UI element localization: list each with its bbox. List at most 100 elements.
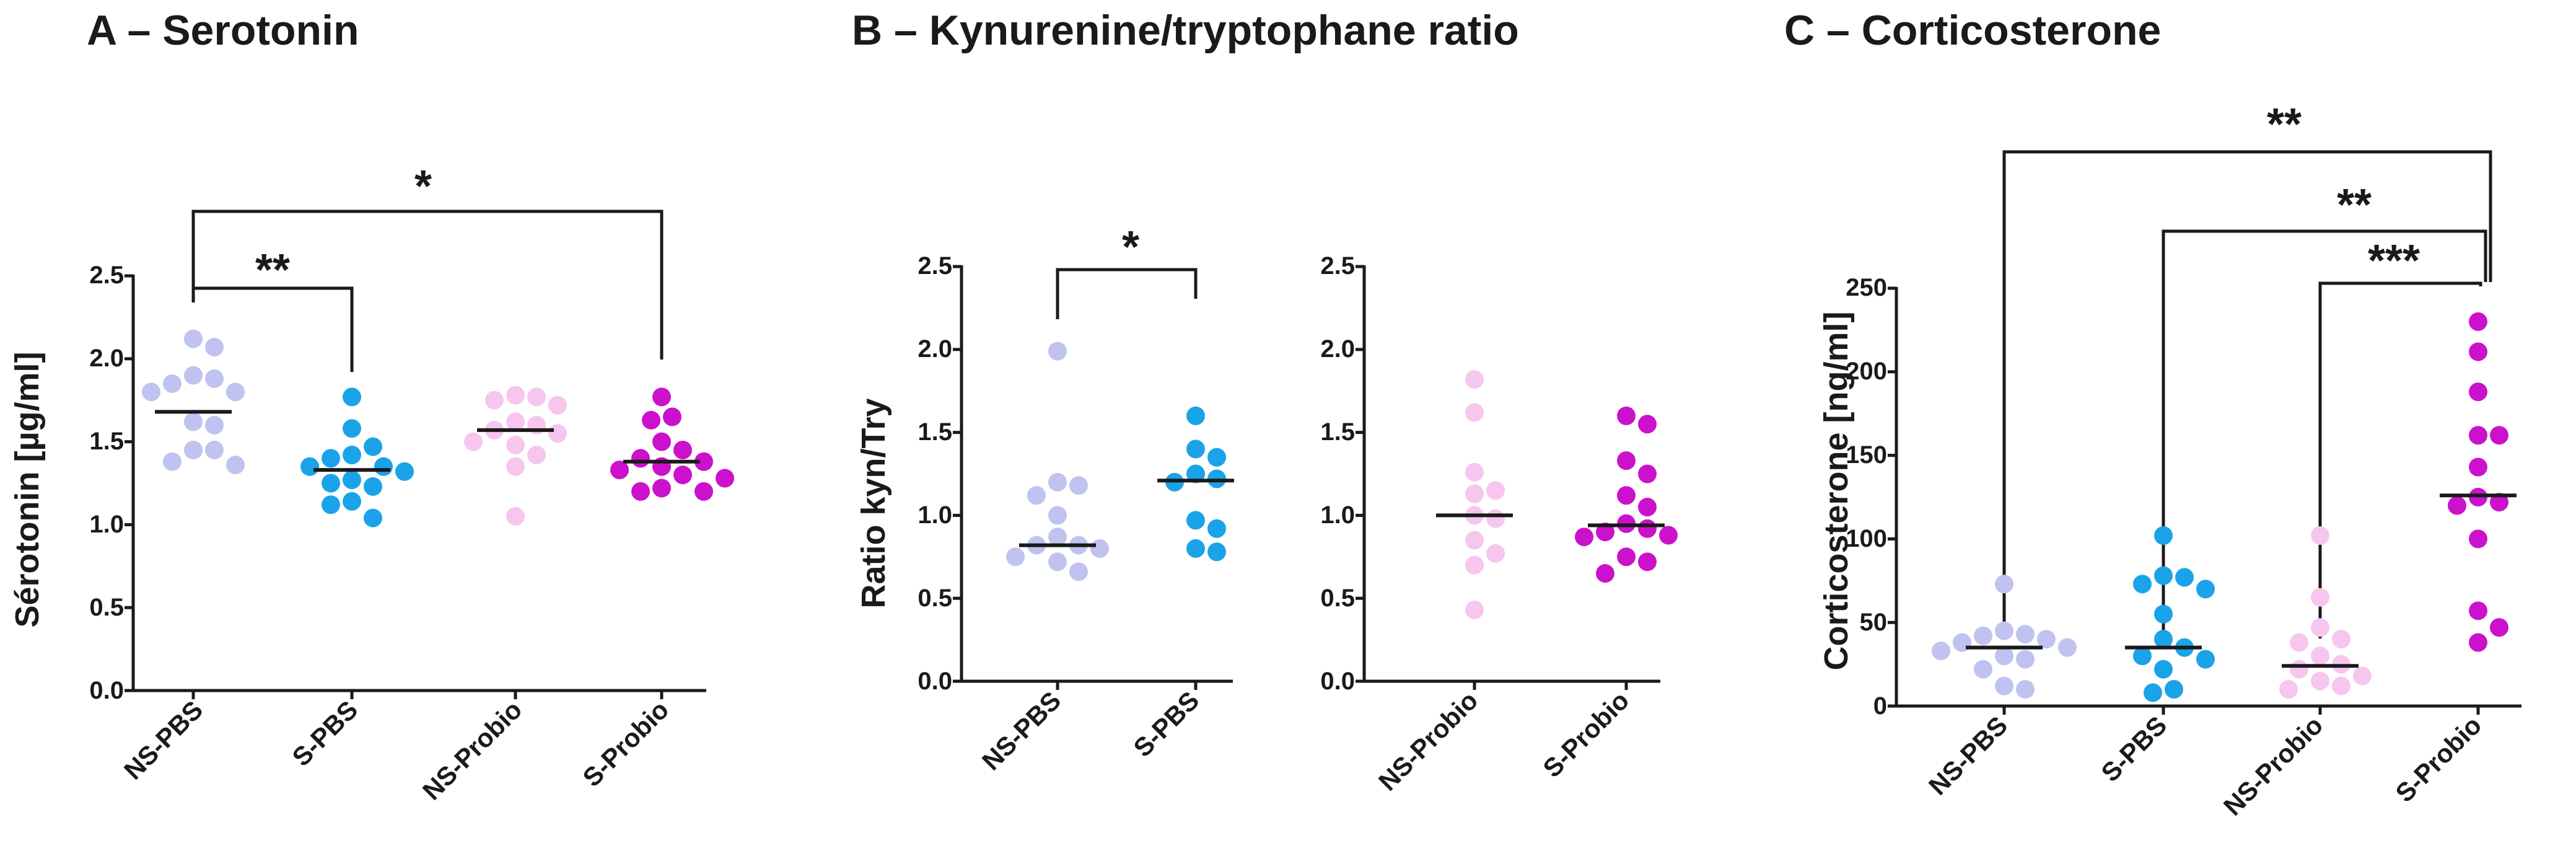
panel-a-point-ns-pbs [205,440,224,459]
panel-c-point-s-probio [2469,312,2487,331]
panel-b-category-label: S-PBS [1128,686,1204,762]
panel-a-point-s-pbs [343,446,361,465]
panel-a-significance-bracket [191,210,664,360]
panel-c-point-s-pbs [2144,683,2162,702]
panel-a-point-s-pbs [322,474,340,493]
panel-b-point-s-pbs [1186,439,1205,459]
panel-b2-point-s-probio [1659,526,1678,545]
panel-a-point-ns-pbs [163,374,182,393]
panel-c-point-s-probio [2469,426,2487,445]
panel-a-point-s-pbs [343,470,361,490]
panel-c-ytick: 250 [1846,274,1887,301]
panel-c-point-ns-pbs [1974,660,1992,679]
panel-c-point-ns-pbs [1932,642,1950,661]
panel-b2-point-s-probio [1638,552,1657,572]
panel-b2-point-ns-probio [1465,484,1484,503]
panel-b-point-ns-pbs [1090,539,1109,558]
panel-b2-point-s-probio [1596,564,1614,583]
panel-b-point-ns-pbs [1048,342,1067,361]
panel-a-category-label: S-Probio [577,695,674,792]
panel-a-point-ns-probio [506,457,525,476]
panel-c-point-ns-probio [2279,680,2298,699]
panel-b-point-ns-pbs [1027,486,1046,505]
panel-c-point-ns-probio [2311,588,2329,607]
panel-b-category-label: NS-PBS [976,686,1066,775]
panel-a-category-label: S-PBS [286,695,363,772]
panel-b-category-label: S-Probio [1537,686,1634,783]
panel-a-point-ns-probio [464,432,483,451]
panel-c-point-s-pbs [2175,568,2194,587]
panel-b2-ytick: 1.0 [1320,501,1355,529]
panel-b2-point-s-probio [1617,486,1636,505]
panel-c-point-ns-probio [2290,633,2308,652]
panel-c-point-ns-probio [2311,526,2329,545]
panel-c-point-ns-pbs [2016,625,2035,644]
panel-c-significance-bracket [2002,150,2492,637]
panel-a-point-s-probio [631,482,650,501]
panel-a-point-s-pbs [364,477,382,496]
panel-b2-point-s-probio [1638,464,1657,483]
panel-c-point-s-pbs [2154,526,2173,545]
panel-b2-ytick: 0.5 [1320,585,1355,612]
panel-b2-point-ns-probio [1465,369,1484,389]
panel-c-point-ns-pbs [2016,650,2035,669]
panel-c-point-ns-probio [2311,647,2329,666]
panel-b2-point-ns-probio [1465,600,1484,619]
panel-a-significance-label: * [414,162,432,211]
panel-b-point-ns-pbs [1048,472,1067,492]
panel-c-point-ns-pbs [1995,647,2013,666]
panel-b2-point-s-probio [1638,415,1657,434]
panel-a-point-s-pbs [322,495,340,514]
panel-a-point-ns-probio [548,424,567,443]
panel-b-point-s-pbs [1207,542,1226,562]
panel-c-ytick: 150 [1846,441,1887,469]
panel-c-point-ns-probio [2332,630,2350,649]
panel-a-point-ns-probio [506,412,525,431]
panel-b2-ytick: 0.0 [1320,668,1355,695]
panel-c-point-s-probio [2469,342,2487,361]
panel-c-point-ns-probio [2332,676,2350,695]
panel-a-point-s-probio [652,432,671,451]
panel-c-point-s-pbs [2154,604,2173,624]
panel-a-point-ns-probio [527,446,546,465]
panel-a-point-ns-probio [506,435,525,454]
panel-c-point-ns-pbs [2058,638,2077,657]
panel-a-point-s-probio [652,387,671,407]
panel-c-point-s-probio [2490,493,2508,512]
panel-b2-ytick: 2.5 [1320,252,1355,280]
panel-a-ytick: 0.0 [89,677,124,704]
panel-c-category-label: S-PBS [2095,710,2172,787]
panel-b-point-ns-pbs [1048,506,1067,525]
panel-c-ylabel: Corticosterone [ng/ml] [1818,311,1855,670]
panel-a-point-ns-probio [548,395,567,415]
panel-b2-point-s-probio [1617,406,1636,425]
panel-b-point-ns-pbs [1006,547,1025,567]
panel-b2-point-s-probio [1617,547,1636,567]
panel-a-category-label: NS-Probio [417,695,527,805]
panel-c-significance-bracket [2318,281,2482,638]
panel-c-point-s-probio [2469,529,2487,549]
panel-a-ytick: 2.5 [89,262,124,289]
panel-c-category-label: NS-PBS [1923,710,2013,800]
panel-b-ylabel: Ratio kyn/Try [855,398,892,608]
panel-a-point-s-probio [694,482,713,501]
panel-b-point-s-pbs [1186,406,1205,425]
panel-c-ytick: 100 [1846,525,1887,552]
panel-c-ytick: 50 [1860,609,1888,636]
panel-b2-point-s-probio [1596,523,1614,542]
panel-b2-point-s-probio [1638,519,1657,538]
panel-c-point-s-probio [2490,618,2508,637]
panel-a-point-s-probio [652,479,671,498]
panel-a-point-ns-pbs [226,456,245,475]
panel-a-ytick: 1.0 [89,511,124,538]
panel-a-point-ns-pbs [205,369,224,388]
panel-c-point-s-pbs [2133,647,2152,666]
panel-c-point-s-pbs [2154,660,2173,679]
panel-b-category-label: NS-Probio [1373,686,1483,796]
panel-b2-point-s-probio [1638,498,1657,517]
panel-a-point-ns-pbs [184,366,203,385]
panel-a-point-s-pbs [374,457,393,476]
panel-b2-point-ns-probio [1465,403,1484,422]
panel-a-point-ns-pbs [205,338,224,357]
